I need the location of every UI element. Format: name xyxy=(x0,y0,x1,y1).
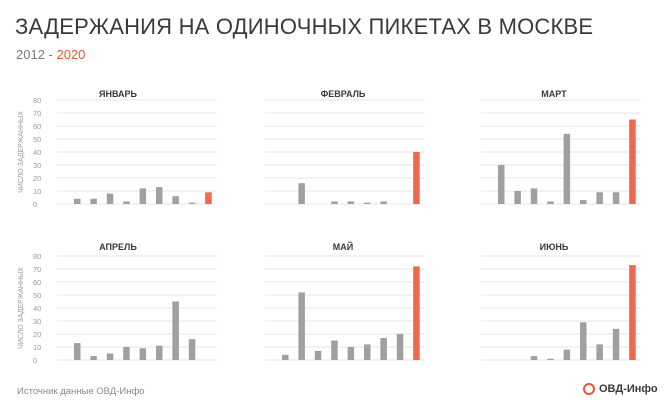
bar xyxy=(514,191,521,204)
y-tick-label: 70 xyxy=(33,265,41,274)
highlight-bar xyxy=(629,119,636,204)
y-tick-label: 20 xyxy=(33,330,41,339)
ovd-info-logo: ОВД-Инфо xyxy=(583,381,658,397)
bar xyxy=(612,192,620,204)
bar xyxy=(314,350,322,360)
y-tick-label: 20 xyxy=(33,174,41,183)
bar xyxy=(580,322,587,360)
year-end: 2020 xyxy=(56,47,86,62)
bar xyxy=(156,345,163,360)
bar xyxy=(596,192,603,204)
bar xyxy=(123,201,130,204)
chart-title: ФЕВРАЛЬ xyxy=(321,89,366,99)
bar xyxy=(380,201,387,204)
y-tick-label: 30 xyxy=(33,161,41,170)
y-tick-label: 0 xyxy=(33,356,37,365)
y-tick-label: 50 xyxy=(33,135,41,144)
y-tick-label: 70 xyxy=(33,109,41,118)
bar xyxy=(347,347,355,360)
y-tick-label: 60 xyxy=(33,278,41,287)
highlight-bar xyxy=(413,152,420,204)
year-start: 2012 xyxy=(16,47,45,62)
bar xyxy=(396,334,404,360)
chart-title: ЯНВАРЬ xyxy=(99,89,138,99)
logo-ring-icon xyxy=(583,383,595,395)
bar xyxy=(563,349,571,360)
y-tick-label: 0 xyxy=(33,200,37,209)
bar xyxy=(612,328,620,360)
bar xyxy=(580,200,587,204)
bar xyxy=(74,343,81,360)
bar xyxy=(139,348,147,360)
bar xyxy=(547,358,554,360)
bar xyxy=(380,337,387,360)
bar xyxy=(498,165,505,204)
bar xyxy=(188,202,196,204)
y-tick-label: 10 xyxy=(33,187,41,196)
chart-title: МАЙ xyxy=(333,241,353,252)
y-axis-label: ЧИСЛО ЗАДЕРЖАННЫХ xyxy=(18,267,25,349)
y-tick-label: 60 xyxy=(33,122,41,131)
bar xyxy=(172,301,179,360)
highlight-bar xyxy=(205,192,212,204)
bar xyxy=(90,198,97,204)
chart-title: МАРТ xyxy=(541,89,567,99)
year-separator: - xyxy=(44,47,57,62)
bar xyxy=(298,183,305,204)
logo-text: ОВД-Инфо xyxy=(599,383,658,395)
bar xyxy=(364,344,371,360)
y-tick-label: 10 xyxy=(33,343,41,352)
y-tick-label: 80 xyxy=(33,96,41,105)
bar xyxy=(282,354,289,360)
bar xyxy=(596,344,603,360)
y-tick-label: 40 xyxy=(33,304,41,313)
bar xyxy=(172,196,179,204)
bar xyxy=(90,356,97,360)
bar xyxy=(331,201,338,204)
bar xyxy=(123,347,130,360)
bar xyxy=(347,201,355,204)
bar xyxy=(74,198,81,204)
bar xyxy=(106,193,114,204)
highlight-bar xyxy=(629,265,636,360)
page-title: ЗАДЕРЖАНИЯ НА ОДИНОЧНЫХ ПИКЕТАХ В МОСКВЕ xyxy=(15,14,594,39)
bar xyxy=(331,340,338,360)
bar xyxy=(364,202,371,204)
bar xyxy=(188,339,196,360)
y-axis-label: ЧИСЛО ЗАДЕРЖАННЫХ xyxy=(18,111,25,193)
bar xyxy=(106,353,114,360)
y-tick-label: 50 xyxy=(33,291,41,300)
y-tick-label: 80 xyxy=(33,252,41,261)
chart-title: ИЮНЬ xyxy=(540,242,569,252)
chart-title: АПРЕЛЬ xyxy=(99,242,137,252)
bar xyxy=(547,201,554,204)
y-tick-label: 30 xyxy=(33,317,41,326)
bar xyxy=(530,188,538,204)
bar xyxy=(298,292,305,360)
year-range: 2012 - 2020 xyxy=(16,47,85,62)
y-tick-label: 40 xyxy=(33,148,41,157)
bar xyxy=(530,356,538,360)
bar xyxy=(563,133,571,204)
source-note: Источник данные ОВД-Инфо xyxy=(17,386,145,397)
bar xyxy=(156,187,163,204)
bar xyxy=(139,188,147,204)
highlight-bar xyxy=(413,266,420,360)
